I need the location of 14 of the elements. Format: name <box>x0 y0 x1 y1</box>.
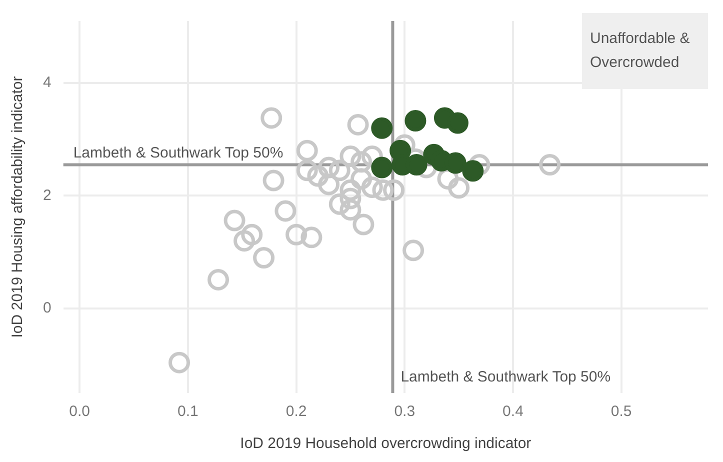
y-tick-label: 4 <box>43 74 52 92</box>
y-tick-label: 2 <box>43 186 52 204</box>
x-axis-title: IoD 2019 Household overcrowding indicator <box>240 435 532 452</box>
ref-line-label: Lambeth & Southwark Top 50% <box>73 144 284 162</box>
note-box: Unaffordable & Overcrowded <box>582 13 708 89</box>
x-tick-label: 0.4 <box>502 403 524 420</box>
x-tick-label: 0.2 <box>286 403 307 420</box>
x-tick-label: 0.5 <box>610 403 632 420</box>
x-tick-label: 0.0 <box>69 403 90 420</box>
x-tick-label: 0.3 <box>394 403 416 420</box>
y-axis-title: IoD 2019 Housing affordability indicator <box>9 76 26 338</box>
x-tick-label: 0.1 <box>178 403 198 420</box>
ref-line-label: Lambeth & Southwark Top 50% <box>400 368 611 386</box>
y-tick-label: 0 <box>43 300 52 317</box>
